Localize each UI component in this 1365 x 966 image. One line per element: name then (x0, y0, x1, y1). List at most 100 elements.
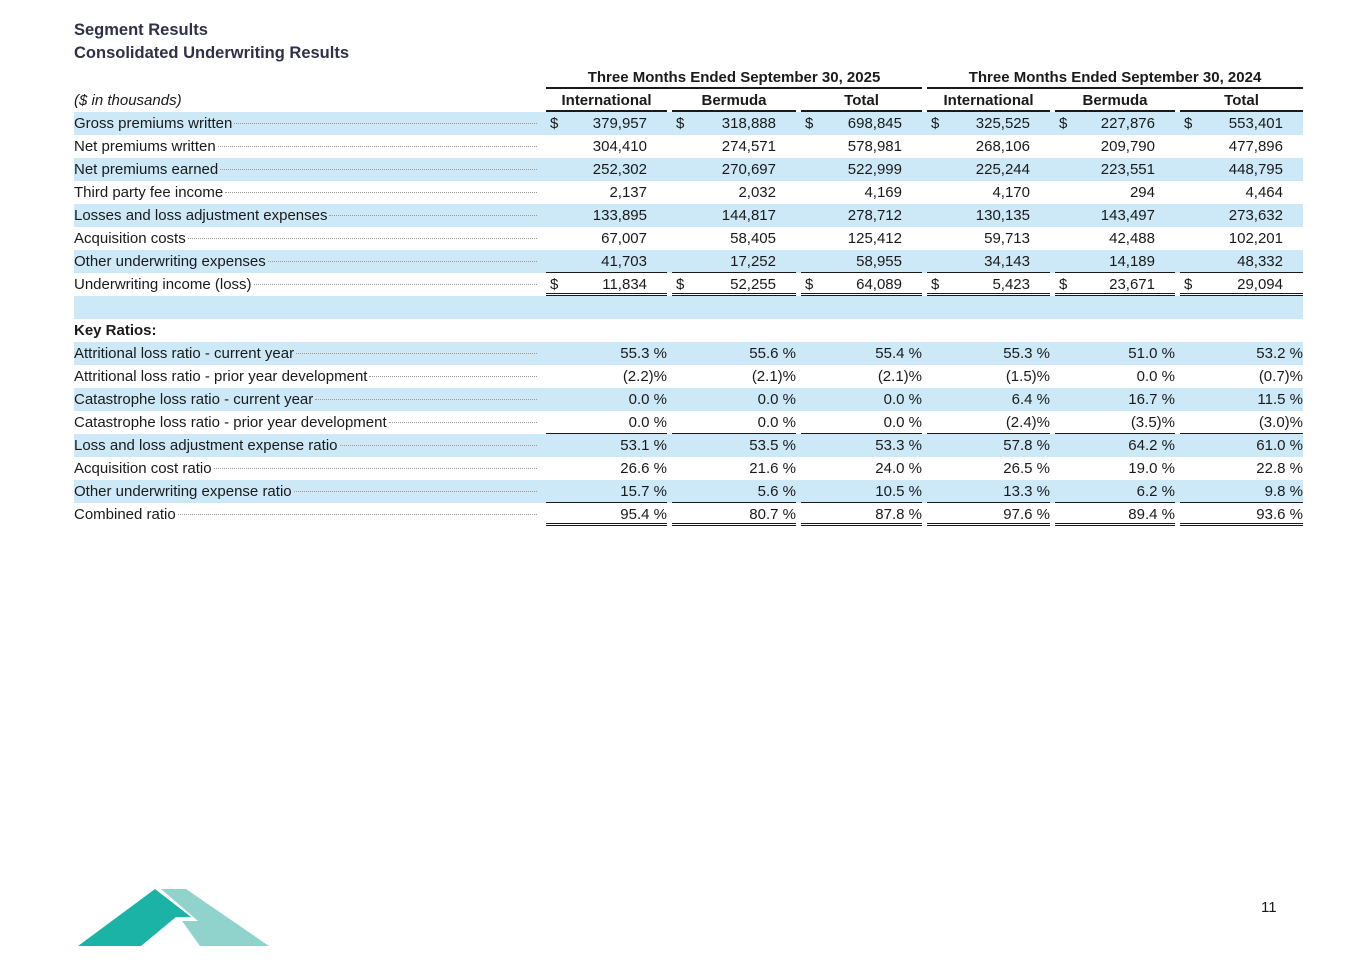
value-box: 0.0 % (801, 411, 922, 434)
value-cell: 252,302 (541, 158, 667, 181)
row-label-text: Underwriting income (loss) (74, 276, 252, 293)
value-box: 448,795 (1180, 158, 1303, 181)
table-row: Attritional loss ratio - current year 55.… (74, 342, 1303, 365)
value-cell: 6.2 % (1050, 480, 1175, 503)
table-row: Underwriting income (loss) $11,834 $52,255… (74, 273, 1303, 296)
value-cell: 53.3 % (796, 434, 922, 457)
row-label-text: Net premiums earned (74, 161, 219, 178)
cell-value: 223,551 (1100, 161, 1155, 178)
value-cell: 130,135 (922, 204, 1050, 227)
cell-value: 13.3 % (1003, 483, 1050, 500)
cell-value: 5.6 % (757, 483, 796, 500)
value-box: 89.4 % (1055, 503, 1175, 526)
row-label-text: Acquisition costs (74, 230, 186, 247)
currency-symbol: $ (550, 276, 559, 293)
period-header-label: Three Months Ended September 30, 2024 (968, 69, 1262, 86)
value-cell: (2.2)% (541, 365, 667, 388)
value-cell: $318,888 (667, 112, 796, 135)
value-box: 223,551 (1055, 158, 1175, 181)
value-box: $11,834 (546, 273, 667, 296)
cell-value: (2.1)% (751, 368, 796, 385)
cell-value: 448,795 (1228, 161, 1283, 178)
value-box: (2.1)% (672, 365, 796, 388)
cell-value: 0.0 % (883, 414, 922, 431)
row-label: Catastrophe loss ratio - prior year deve… (74, 411, 541, 434)
table-row: Acquisition cost ratio 26.6 % 21.6 % 24.0 %… (74, 457, 1303, 480)
cell-value: 55.3 % (620, 345, 667, 362)
value-cell: $553,401 (1175, 112, 1303, 135)
cell-value: 0.0 % (757, 391, 796, 408)
value-box: 55.4 % (801, 342, 922, 365)
cell-value: 93.6 % (1256, 506, 1303, 523)
dot-leader (293, 491, 537, 492)
value-box: $325,525 (927, 112, 1050, 135)
value-cell: 64.2 % (1050, 434, 1175, 457)
cell-value: 97.6 % (1003, 506, 1050, 523)
value-box: 125,412 (801, 227, 922, 250)
value-cell: 2,032 (667, 181, 796, 204)
value-cell: $64,089 (796, 273, 922, 296)
row-label: Third party fee income (74, 181, 541, 204)
value-cell: 19.0 % (1050, 457, 1175, 480)
value-cell: 4,464 (1175, 181, 1303, 204)
value-box: 51.0 % (1055, 342, 1175, 365)
value-box: $5,423 (927, 273, 1050, 296)
value-box: 53.5 % (672, 434, 796, 457)
value-box: 304,410 (546, 135, 667, 158)
value-cell: (2.4)% (922, 411, 1050, 434)
cell-value: 6.2 % (1136, 483, 1175, 500)
row-label: Gross premiums written (74, 112, 541, 135)
row-label-text: Other underwriting expense ratio (74, 483, 292, 500)
cell-value: 11,834 (602, 276, 647, 293)
value-cell: 55.6 % (667, 342, 796, 365)
value-box: 22.8 % (1180, 457, 1303, 480)
dot-leader (213, 468, 537, 469)
cell-value: (3.0)% (1258, 414, 1303, 431)
cell-value: 227,876 (1100, 115, 1155, 132)
cell-value: 22.8 % (1256, 460, 1303, 477)
row-label: Loss and loss adjustment expense ratio (74, 434, 541, 457)
currency-symbol: $ (931, 276, 940, 293)
column-header-label: Bermuda (701, 92, 767, 109)
dot-leader (253, 284, 537, 285)
cell-value: 6.4 % (1011, 391, 1050, 408)
dot-leader (369, 376, 537, 377)
value-box: 225,244 (927, 158, 1050, 181)
value-cell: 0.0 % (541, 411, 667, 434)
key-ratios-heading-row: Key Ratios: (74, 319, 1303, 342)
row-label-text: Attritional loss ratio - prior year deve… (74, 368, 368, 385)
value-box: 10.5 % (801, 480, 922, 503)
value-box: 4,169 (801, 181, 922, 204)
row-label: Acquisition costs (74, 227, 541, 250)
value-box: 0.0 % (672, 388, 796, 411)
value-cell: 93.6 % (1175, 503, 1303, 526)
cell-value: 477,896 (1228, 138, 1283, 155)
cell-value: (2.2)% (622, 368, 667, 385)
cell-value: 64,089 (856, 276, 902, 293)
value-box: 55.3 % (546, 342, 667, 365)
value-box: 17,252 (672, 250, 796, 273)
value-box: (0.7)% (1180, 365, 1303, 388)
value-box: 64.2 % (1055, 434, 1175, 457)
cell-value: 4,170 (992, 184, 1030, 201)
row-label-text: Acquisition cost ratio (74, 460, 212, 477)
value-box: 477,896 (1180, 135, 1303, 158)
value-cell: 102,201 (1175, 227, 1303, 250)
cell-value: 278,712 (847, 207, 902, 224)
value-cell: 53.2 % (1175, 342, 1303, 365)
dot-leader (315, 399, 537, 400)
value-cell: 58,955 (796, 250, 922, 273)
cell-value: 270,697 (721, 161, 776, 178)
value-box: 15.7 % (546, 480, 667, 503)
value-cell: (0.7)% (1175, 365, 1303, 388)
period-header-box: Three Months Ended September 30, 2025 (546, 66, 922, 89)
value-cell: (3.0)% (1175, 411, 1303, 434)
cell-value: 89.4 % (1128, 506, 1175, 523)
value-box: (3.0)% (1180, 411, 1303, 434)
cell-value: 553,401 (1228, 115, 1283, 132)
table-row: Losses and loss adjustment expenses 133,8… (74, 204, 1303, 227)
value-box: 2,032 (672, 181, 796, 204)
period-header-label: Three Months Ended September 30, 2025 (587, 69, 881, 86)
cell-value: 102,201 (1228, 230, 1283, 247)
value-box: 55.6 % (672, 342, 796, 365)
